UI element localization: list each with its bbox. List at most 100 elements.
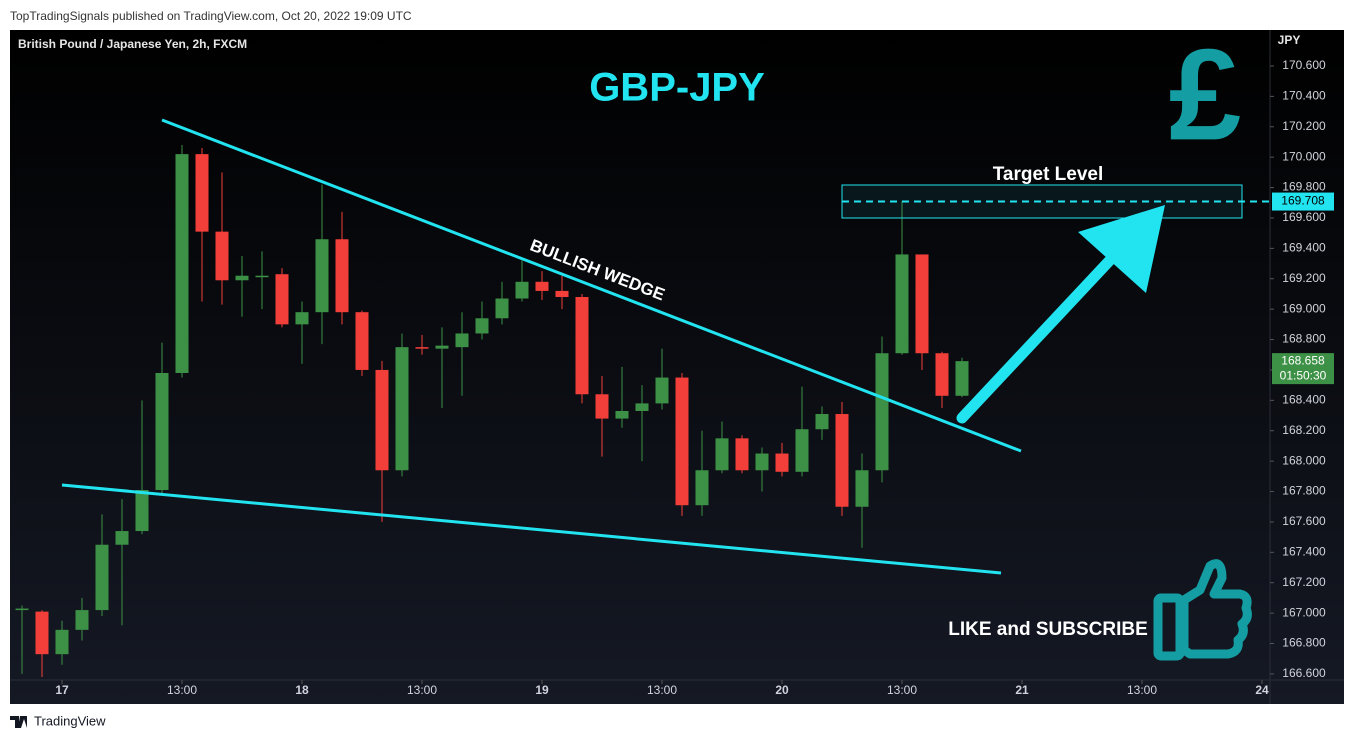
y-tick-label: 170.600 xyxy=(1282,58,1326,72)
header: TopTradingSignals published on TradingVi… xyxy=(10,9,412,23)
candle-body xyxy=(515,281,529,299)
candle-body xyxy=(35,611,49,655)
candle-body xyxy=(595,394,609,419)
candle-body xyxy=(155,372,169,491)
candle-body xyxy=(495,298,509,319)
x-tick-label: 13:00 xyxy=(167,683,197,697)
candle-body xyxy=(955,361,969,396)
x-tick-label: 13:00 xyxy=(647,683,677,697)
pound-icon: £ xyxy=(1169,21,1241,167)
x-tick-label: 13:00 xyxy=(1127,683,1157,697)
candle-body xyxy=(175,154,189,373)
y-tick-label: 169.600 xyxy=(1282,210,1326,224)
countdown: 01:50:30 xyxy=(1280,368,1327,382)
candle-body xyxy=(435,345,449,349)
candle-body xyxy=(735,438,749,471)
y-tick-label: 169.400 xyxy=(1282,241,1326,255)
x-tick-label: 24 xyxy=(1255,683,1269,697)
y-tick-label: 169.000 xyxy=(1282,301,1326,315)
y-tick-label: 170.200 xyxy=(1282,119,1326,133)
y-tick-label: 168.400 xyxy=(1282,393,1326,407)
candle-body xyxy=(675,377,689,506)
x-tick-label: 18 xyxy=(295,683,309,697)
target-price-box xyxy=(1272,192,1334,211)
candle-body xyxy=(835,414,849,507)
candle-body xyxy=(415,347,429,349)
candle-body xyxy=(855,470,869,507)
x-tick-label: 17 xyxy=(55,683,69,697)
candle-body xyxy=(635,403,649,411)
candle-body xyxy=(535,281,549,291)
x-tick-label: 13:00 xyxy=(887,683,917,697)
y-tick-label: 170.000 xyxy=(1282,149,1326,163)
candle-body xyxy=(755,453,769,471)
y-tick-label: 169.200 xyxy=(1282,271,1326,285)
y-tick-label: 168.800 xyxy=(1282,332,1326,346)
chart-title: GBP-JPY xyxy=(589,66,765,110)
candle-body xyxy=(795,429,809,472)
subtitle: British Pound / Japanese Yen, 2h, FXCM xyxy=(18,37,247,51)
candle-body xyxy=(895,254,909,354)
candle-body xyxy=(395,347,409,471)
thumbs-up-icon xyxy=(1153,559,1252,661)
y-tick-label: 166.600 xyxy=(1282,666,1326,680)
y-tick-label: 167.200 xyxy=(1282,575,1326,589)
candle-body xyxy=(75,610,89,630)
candle-body xyxy=(95,544,109,611)
y-tick-label: 169.800 xyxy=(1282,180,1326,194)
candle-body xyxy=(575,296,589,395)
x-tick-label: 21 xyxy=(1015,683,1029,697)
candle-body xyxy=(195,154,209,232)
candle-body xyxy=(115,531,129,545)
y-tick-label: 170.400 xyxy=(1282,89,1326,103)
x-tick-label: 20 xyxy=(775,683,789,697)
y-tick-label: 166.800 xyxy=(1282,636,1326,650)
logo xyxy=(10,716,27,728)
candle-body xyxy=(135,490,149,532)
x-tick-label: 13:00 xyxy=(407,683,437,697)
y-tick-label: 167.000 xyxy=(1282,605,1326,619)
trend-line xyxy=(61,483,1002,575)
candle-body xyxy=(335,239,349,313)
candle-body xyxy=(315,239,329,313)
candle-body xyxy=(775,453,789,472)
candle-body xyxy=(915,254,929,354)
last-price-label: 168.658 xyxy=(1281,353,1325,367)
y-axis-label: JPY xyxy=(1278,33,1301,47)
y-tick-label: 168.200 xyxy=(1282,423,1326,437)
y-tick-label: 167.400 xyxy=(1282,545,1326,559)
candle-body xyxy=(15,608,29,611)
candle-body xyxy=(455,333,469,348)
candle-body xyxy=(375,369,389,471)
y-tick-label: 168.000 xyxy=(1282,453,1326,467)
candle-body xyxy=(695,470,709,506)
candle-body xyxy=(555,290,569,297)
arrow-head xyxy=(1078,205,1165,293)
candle-body xyxy=(255,275,269,278)
candles xyxy=(15,145,969,677)
candle-body xyxy=(475,318,489,334)
candle-body xyxy=(655,377,669,404)
chart-background xyxy=(10,30,1344,704)
candle-body xyxy=(715,438,729,471)
candle-body xyxy=(295,312,309,325)
candle-body xyxy=(615,410,629,419)
y-tick-label: 167.800 xyxy=(1282,484,1326,498)
candle-body xyxy=(55,629,69,655)
candle-body xyxy=(215,231,229,281)
candle-body xyxy=(235,275,249,281)
candle-body xyxy=(275,274,289,325)
cta: LIKE and SUBSCRIBE xyxy=(948,619,1148,640)
candle-body xyxy=(355,312,369,370)
x-tick-label: 19 xyxy=(535,683,549,697)
target-price-label: 169.708 xyxy=(1281,194,1325,208)
candle-body xyxy=(815,414,829,430)
candle-body xyxy=(875,353,889,471)
footer: TradingView xyxy=(34,713,106,728)
candle-body xyxy=(935,353,949,396)
trend-line xyxy=(161,118,1022,453)
arrow xyxy=(956,252,1118,424)
y-tick-label: 167.600 xyxy=(1282,514,1326,528)
target-label: Target Level xyxy=(993,164,1104,185)
